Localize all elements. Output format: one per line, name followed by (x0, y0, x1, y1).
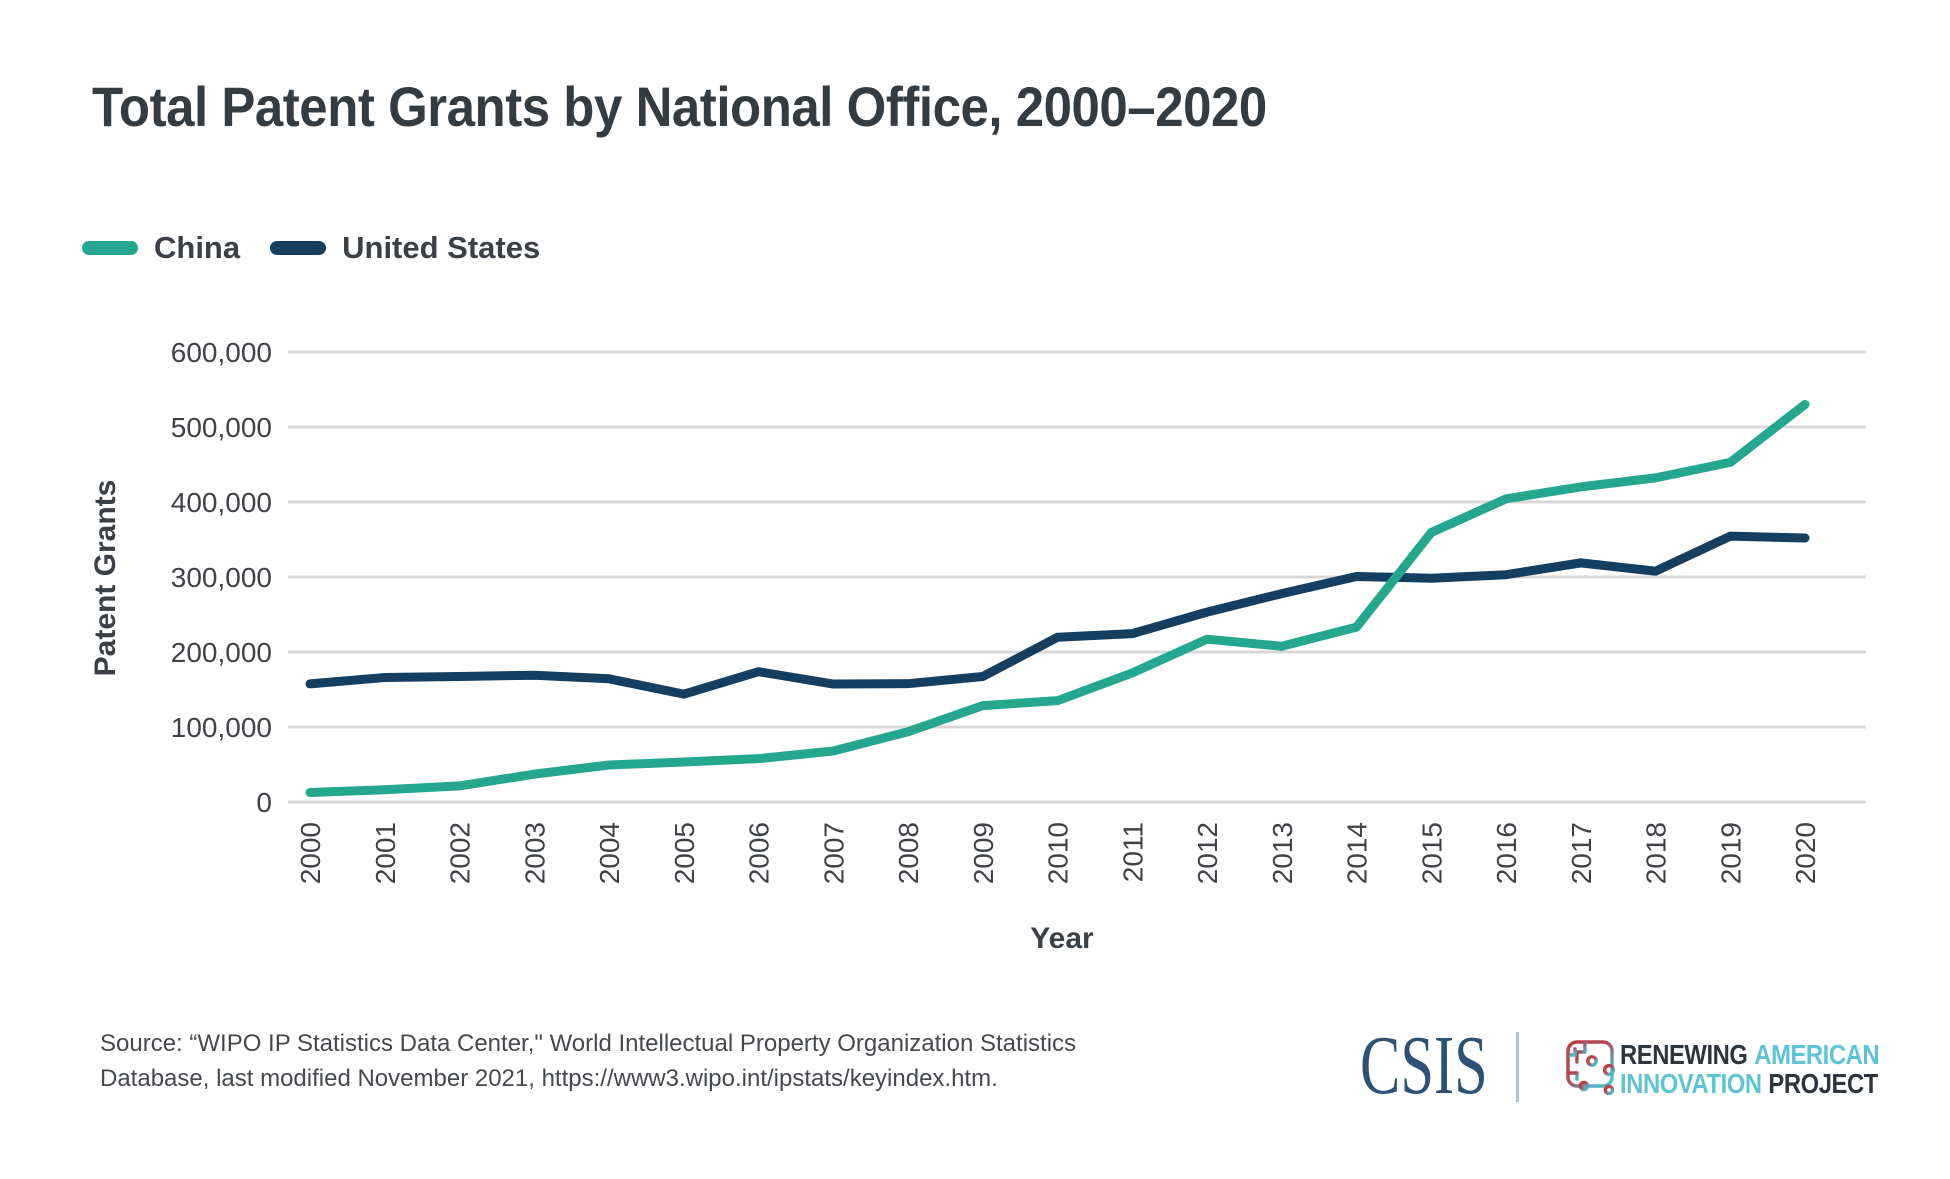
raip-word-project: PROJECT (1768, 1068, 1878, 1099)
logo-divider (1516, 1032, 1519, 1102)
x-tick-label: 2006 (744, 822, 775, 884)
source-line-1: Source: “WIPO IP Statistics Data Center,… (100, 1030, 1077, 1057)
raip-logo-text: RENEWING AMERICAN INNOVATION PROJECT (1620, 1039, 1880, 1098)
y-tick-label: 400,000 (171, 487, 272, 518)
source-line-2: Database, last modified November 2021, h… (100, 1065, 998, 1092)
x-tick-label: 2001 (370, 822, 401, 884)
x-tick-label: 2005 (669, 822, 700, 884)
raip-word-innovation: INNOVATION (1620, 1068, 1762, 1099)
source-citation: Source: “WIPO IP Statistics Data Center,… (100, 1026, 1076, 1096)
x-tick-label: 2011 (1117, 822, 1148, 882)
csis-logo: CSIS (1360, 1019, 1488, 1112)
raip-word-american: AMERICAN (1754, 1039, 1880, 1070)
raip-line-2: INNOVATION PROJECT (1620, 1069, 1879, 1098)
legend: China United States (82, 230, 540, 266)
x-tick-label: 2018 (1641, 822, 1672, 884)
x-tick-label: 2004 (594, 822, 625, 884)
x-tick-label: 2014 (1342, 822, 1373, 884)
y-tick-label: 300,000 (171, 562, 272, 593)
x-axis-title: Year (1030, 922, 1094, 955)
x-tick-label: 2002 (445, 822, 476, 884)
raip-logo-icon (1566, 1040, 1616, 1096)
x-tick-label: 2003 (519, 822, 550, 884)
y-tick-label: 100,000 (171, 712, 272, 743)
y-tick-label: 200,000 (171, 637, 272, 668)
raip-word-renewing: RENEWING (1620, 1039, 1748, 1070)
legend-item-united-states: United States (270, 230, 540, 266)
y-tick-label: 600,000 (171, 337, 272, 368)
china-line (305, 399, 1810, 797)
x-tick-label: 2008 (893, 822, 924, 884)
y-axis-title: Patent Grants (89, 479, 122, 677)
united-states-line (305, 531, 1810, 699)
x-tick-label: 2013 (1267, 822, 1298, 884)
x-tick-label: 2017 (1566, 822, 1597, 884)
china-line-swatch (82, 241, 138, 255)
x-tick-label: 2020 (1790, 822, 1821, 884)
y-tick-label: 500,000 (171, 412, 272, 443)
raip-line-1: RENEWING AMERICAN (1620, 1039, 1880, 1070)
united-states-line-swatch (270, 241, 327, 255)
x-tick-label: 2010 (1043, 822, 1074, 884)
x-tick-label: 2009 (968, 822, 999, 884)
legend-label-china: China (154, 230, 241, 265)
x-tick-label: 2016 (1491, 822, 1522, 884)
x-tick-label: 2000 (295, 822, 326, 884)
x-tick-label: 2012 (1192, 822, 1223, 884)
y-tick-label: 0 (256, 787, 272, 818)
x-tick-label: 2007 (818, 822, 849, 884)
x-tick-label: 2015 (1416, 822, 1447, 884)
legend-item-china: China (82, 230, 240, 266)
x-tick-label: 2019 (1715, 822, 1746, 884)
chart-title: Total Patent Grants by National Office, … (92, 75, 1267, 138)
legend-label-united-states: United States (342, 230, 541, 265)
